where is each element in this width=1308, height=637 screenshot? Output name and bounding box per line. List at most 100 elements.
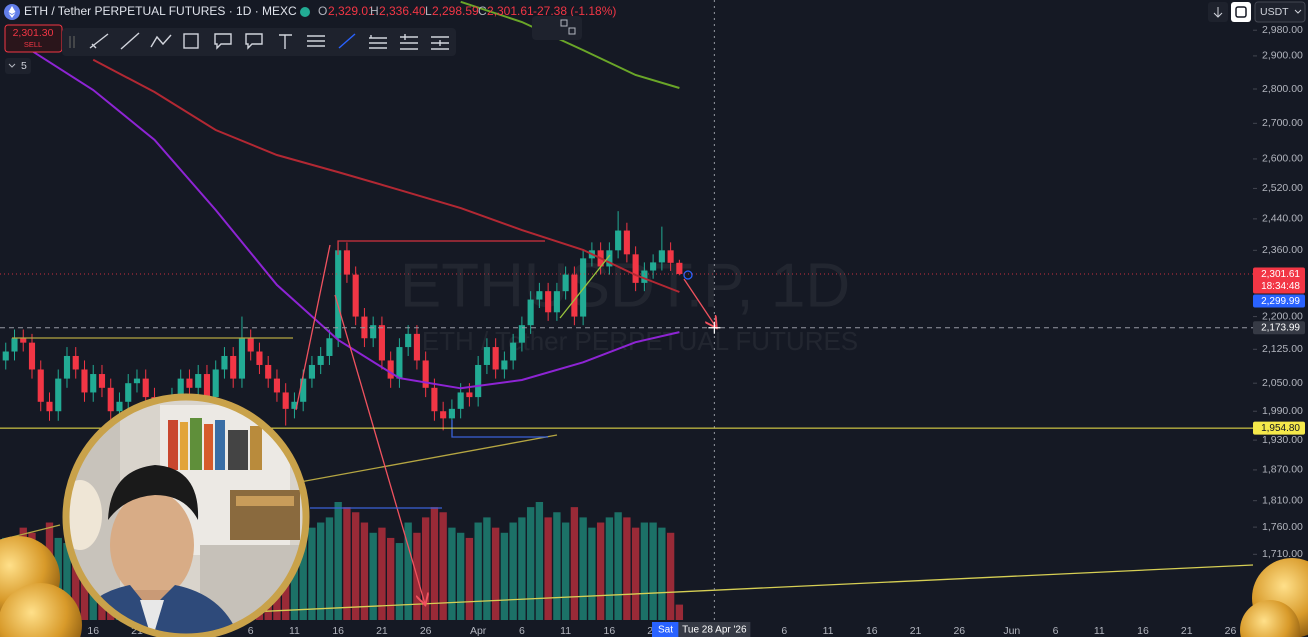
moving-average [13,38,680,390]
volume-bar [526,507,535,620]
anchor-point [683,270,693,280]
icon [1294,9,1302,14]
icon [568,27,576,35]
candle-body [571,274,578,317]
tool-icon[interactable] [183,33,199,49]
range-line [337,240,545,255]
volume-bar [518,517,526,620]
volume-bar [308,527,316,620]
candle-body [343,250,350,275]
y-tick-label: 1,710.00 [1262,548,1303,560]
candle-body [676,262,683,274]
y-tick-label: 2,520.00 [1262,182,1303,194]
candle-body [422,360,429,388]
candle-body [177,378,184,398]
candle-body [317,355,324,365]
candle-body [536,291,543,300]
header: ETH / Tether PERPETUAL FUTURES · 1D · ME… [4,1,1306,74]
volume-bar [369,532,377,620]
candle-body [125,383,132,402]
reset-button[interactable] [1231,2,1251,22]
ohlc-value: 2,336.40 [379,4,426,18]
y-tick-label: 1,930.00 [1262,434,1303,446]
volume-bar [343,507,351,620]
cursor [708,321,721,334]
volume-bar [456,532,465,620]
tool-icon[interactable] [214,33,232,50]
tool-icon[interactable] [400,34,418,50]
volume-bar [491,527,500,620]
candle-body [256,351,263,365]
candle-body [238,338,246,379]
price-badge-label: 2,299.99 [1261,296,1300,307]
tool-icon[interactable] [338,33,356,49]
candle-body [90,374,97,393]
x-tick-label: 6 [781,625,787,637]
tool-icon[interactable] [120,32,140,50]
watermark: ETHUSDT.P, 1D ETH / Tether PERPETUAL FUT… [400,251,858,356]
candle-body [475,364,482,398]
candle-body [483,347,490,365]
indicators-toggle[interactable] [5,58,31,74]
candle-body [55,378,62,412]
candle-body [650,262,657,271]
drawing-toolbar [62,28,456,56]
candle-body [545,291,552,313]
x-tick-label: 11 [823,625,834,637]
y-tick-label: 2,125.00 [1262,343,1303,355]
y-tick-label: 2,700.00 [1262,117,1303,129]
tool-icon[interactable] [431,36,449,50]
candle-body [510,342,517,361]
x-tick-label: 21 [910,625,922,637]
icon [560,19,568,27]
candle-body [203,374,211,398]
candle-body [658,250,665,263]
candle-body [615,230,622,251]
y-tick-label: 2,600.00 [1262,153,1303,165]
icon [1213,7,1223,18]
x-tick-label: 26 [953,625,965,637]
candle-body [431,387,438,412]
candle-body [527,299,534,326]
ohlc-change: -27.38 (-1.18%) [533,4,616,18]
symbol-title: ETH / Tether PERPETUAL FUTURES · 1D · ME… [24,4,297,18]
candle-body [265,364,272,379]
candle-body [387,360,394,379]
x-tick-label: 21 [376,625,388,637]
y-tick-label: 1,810.00 [1262,494,1303,506]
date-label: Tue 28 Apr '26 [682,625,747,636]
trend-line [559,254,611,319]
candle-body [562,274,569,292]
tool-icon[interactable] [307,35,325,47]
eth-glyph [8,6,16,18]
tool-icon[interactable] [89,33,109,49]
x-tick-label: 21 [131,625,143,637]
tool-icon[interactable] [150,34,172,48]
candle-body [212,369,219,398]
sell-price: 2,301.30 [13,27,54,39]
candle-body [308,364,315,379]
ohlc-label: L [425,4,432,18]
tool-icon[interactable] [369,35,387,49]
tool-icon[interactable] [245,33,263,50]
candle-body [195,374,202,388]
x-tick-label: 11 [1094,625,1105,637]
candle-body [116,401,123,412]
currency-select[interactable] [1254,1,1306,23]
price-badge [1253,421,1305,435]
price-badge-label: 2,301.61 [1261,269,1300,280]
candle-body [492,347,499,370]
volume-bar [666,532,675,620]
range-label: Sat [658,625,673,636]
candle-body [2,351,9,361]
volume-bar [631,527,640,620]
tool-icon[interactable] [279,34,292,49]
candle-body [553,291,560,313]
candle-body [396,347,403,379]
price-badge [1253,267,1305,294]
watermark-title: ETHUSDT.P, 1D [400,251,850,320]
volume-bar [623,517,631,620]
candle-body [667,250,674,263]
